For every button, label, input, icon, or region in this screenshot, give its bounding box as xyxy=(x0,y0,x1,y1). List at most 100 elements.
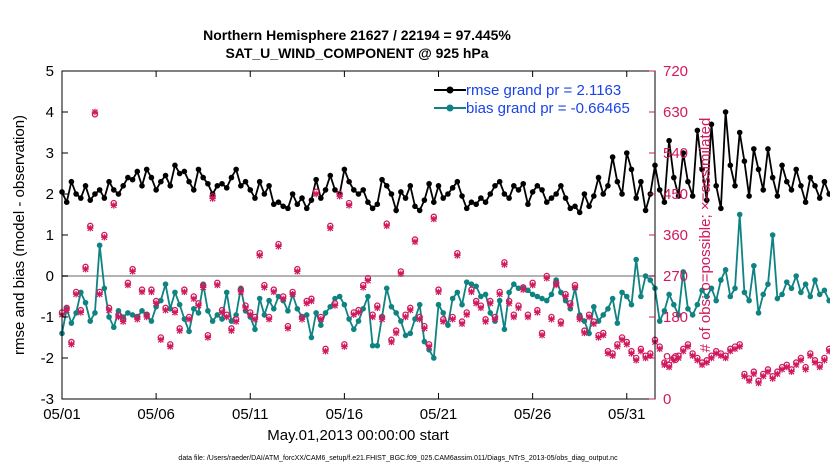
obs-assimilated-point xyxy=(336,193,343,200)
series-1-point xyxy=(355,318,362,324)
obs-assimilated-point xyxy=(472,300,480,307)
series-0-point xyxy=(289,191,296,197)
obs-assimilated-point xyxy=(152,300,160,307)
series-0-point xyxy=(755,166,762,173)
series-1-point xyxy=(398,318,404,324)
y-right-tick-label: 630 xyxy=(663,104,688,121)
series-0-point xyxy=(303,205,310,212)
series-0-point xyxy=(718,205,724,212)
series-0-point xyxy=(148,174,155,181)
obs-assimilated-point xyxy=(162,306,169,314)
obs-assimilated-point xyxy=(407,306,414,314)
obs-assimilated-point xyxy=(590,320,598,328)
series-0-point xyxy=(106,178,112,185)
obs-assimilated-point xyxy=(134,316,141,323)
series-0-point xyxy=(355,191,362,197)
obs-assimilated-point xyxy=(505,300,513,307)
series-0-point xyxy=(383,183,390,189)
series-0-point xyxy=(562,195,569,201)
obs-assimilated-point xyxy=(585,313,593,321)
series-0-point xyxy=(774,193,781,199)
series-0-point xyxy=(101,195,108,201)
obs-assimilated-point xyxy=(425,343,433,350)
y-right-tick-label: 360 xyxy=(663,227,688,244)
series-1-point xyxy=(172,289,178,296)
series-1-point xyxy=(252,326,258,333)
obs-assimilated-point xyxy=(736,343,743,350)
obs-assimilated-point xyxy=(270,288,277,296)
obs-assimilated-point xyxy=(218,309,226,316)
obs-assimilated-point xyxy=(294,268,301,275)
series-0-point xyxy=(543,199,550,205)
series-1-point xyxy=(459,301,465,308)
obs-assimilated-point xyxy=(298,316,306,323)
series-0-point xyxy=(821,178,828,185)
obs-assimilated-point xyxy=(115,313,122,321)
series-0-point xyxy=(365,199,371,205)
obs-assimilated-point xyxy=(119,318,127,325)
x-tick-label: 05/01 xyxy=(43,406,81,423)
series-0-point xyxy=(741,158,748,164)
plot-area xyxy=(62,71,655,399)
obs-assimilated-point xyxy=(778,366,786,373)
series-1-point xyxy=(473,283,479,290)
series-1-point xyxy=(727,293,734,300)
series-1-point xyxy=(435,301,442,308)
series-0-point xyxy=(826,191,830,197)
series-0-point xyxy=(609,154,616,160)
series-1-point xyxy=(699,287,705,294)
series-0-point xyxy=(129,176,136,183)
obs-assimilated-point xyxy=(552,281,560,289)
series-0-point xyxy=(558,183,564,189)
series-0-point xyxy=(350,187,357,193)
series-1-point xyxy=(708,285,715,292)
series-0-point xyxy=(238,183,244,189)
obs-assimilated-point xyxy=(543,275,550,282)
series-0-point xyxy=(449,185,456,191)
obs-assimilated-point xyxy=(783,363,790,371)
series-0-point xyxy=(520,180,527,187)
series-0-point xyxy=(605,183,611,189)
series-0-point xyxy=(125,174,131,181)
series-0-point xyxy=(576,209,583,216)
obs-assimilated-point xyxy=(157,336,165,343)
series-1-point xyxy=(755,310,762,316)
series-0-point xyxy=(496,178,503,185)
series-1-point xyxy=(407,330,414,337)
series-1-point xyxy=(656,318,663,324)
series-0-point xyxy=(256,178,263,185)
obs-assimilated-point xyxy=(265,316,273,323)
series-1-point xyxy=(591,303,597,310)
series-1-point xyxy=(388,303,395,310)
series-1-point xyxy=(746,297,752,304)
series-1-point xyxy=(327,303,334,310)
obs-assimilated-point xyxy=(727,347,734,355)
obs-assimilated-point xyxy=(185,316,193,323)
obs-assimilated-point xyxy=(195,302,202,309)
obs-assimilated-point xyxy=(275,243,282,250)
obs-assimilated-point xyxy=(167,343,174,350)
obs-assimilated-point xyxy=(797,357,805,364)
series-1-point xyxy=(421,338,428,345)
series-0-point xyxy=(581,191,588,197)
y-axis-right-label: # of obs: o=possible; ×=assimilated xyxy=(697,118,714,353)
series-0-point xyxy=(779,162,785,169)
series-1-point xyxy=(783,279,790,285)
series-1-point xyxy=(431,355,437,361)
y-right-tick-label: 540 xyxy=(663,145,688,162)
series-1-point xyxy=(506,289,512,296)
obs-assimilated-point xyxy=(397,270,405,277)
series-0-point xyxy=(158,178,164,185)
obs-assimilated-point xyxy=(825,347,830,355)
series-1-point xyxy=(558,289,564,296)
obs-assimilated-point xyxy=(345,202,353,209)
y-tick-label: -3 xyxy=(41,391,54,408)
series-1-point xyxy=(633,256,639,263)
series-1-point xyxy=(539,295,545,302)
series-0-point xyxy=(727,162,734,169)
series-0-point xyxy=(689,193,696,199)
obs-assimilated-point xyxy=(72,291,80,298)
obs-assimilated-point xyxy=(557,320,565,328)
obs-assimilated-point xyxy=(755,379,762,387)
